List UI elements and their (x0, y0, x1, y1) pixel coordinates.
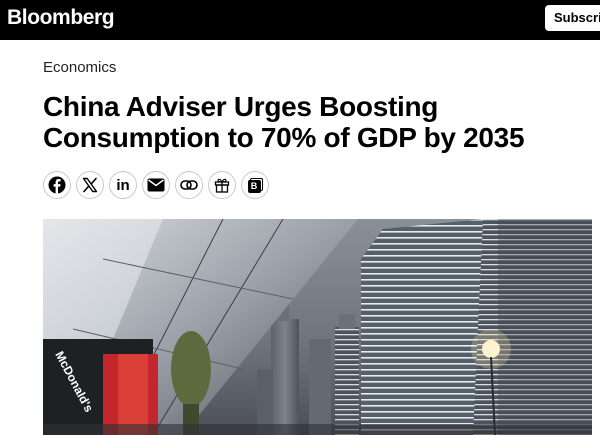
linkedin-icon: in (116, 176, 130, 194)
terminal-letter: B (250, 180, 258, 191)
gift-icon (214, 178, 230, 193)
headline-line-2: Consumption to 70% of GDP by 2035 (43, 122, 525, 153)
headline-line-1: China Adviser Urges Boosting (43, 91, 439, 122)
section-label[interactable]: Economics (43, 59, 117, 76)
top-bar: Bloomberg Subscri (0, 0, 600, 40)
share-email-button[interactable] (142, 171, 170, 199)
share-facebook-button[interactable] (43, 171, 71, 199)
facebook-icon (48, 176, 66, 194)
email-icon (147, 178, 165, 192)
x-icon (82, 177, 98, 193)
share-gift-button[interactable] (208, 171, 236, 199)
headline: China Adviser Urges Boosting Consumption… (43, 91, 583, 153)
share-terminal-button[interactable]: B (241, 171, 269, 199)
share-linkedin-button[interactable]: in (109, 171, 137, 199)
copy-link-icon (180, 180, 198, 190)
bloomberg-terminal-icon: B (247, 177, 263, 193)
share-x-button[interactable] (76, 171, 104, 199)
subscribe-button[interactable]: Subscri (545, 5, 600, 31)
hero-image: McDonald's (43, 219, 592, 435)
bloomberg-logo[interactable]: Bloomberg (7, 6, 115, 29)
hero-photo-shanghai-skyline: McDonald's (43, 219, 592, 435)
share-copy-link-button[interactable] (175, 171, 203, 199)
